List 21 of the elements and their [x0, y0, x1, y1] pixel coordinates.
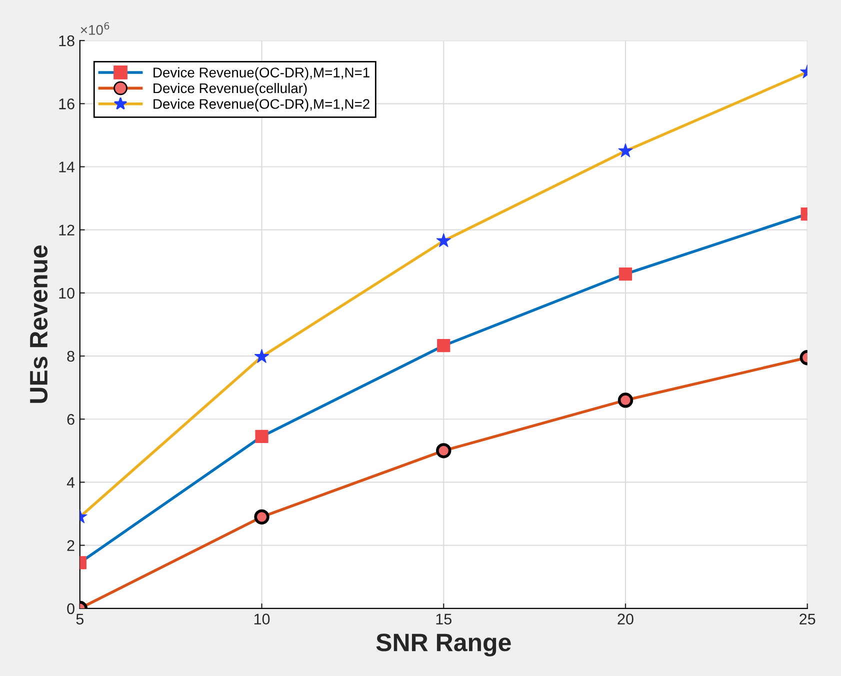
x-tick-label: 20: [618, 614, 634, 624]
y-tick-label: 12: [59, 224, 74, 236]
text: ×10$^{6}$: [80, 22, 110, 35]
x-axis-title: SNR Range: [376, 634, 511, 656]
x-tick-label: 25: [800, 614, 816, 624]
y-tick-label: 14: [59, 162, 75, 172]
x-tick-label: 5: [76, 614, 84, 624]
x-tick-label: 15: [436, 614, 452, 624]
x-tick-label: 10: [254, 614, 270, 624]
y-tick-label: 2: [67, 540, 74, 551]
y-axis-title: UEs Revenue: [30, 245, 48, 403]
y-tick-label: 4: [66, 477, 75, 488]
y-tick-label: 6: [67, 414, 74, 425]
y-tick-label: 10: [59, 288, 74, 299]
legend-label: Device Revenue(cellular): [154, 82, 307, 96]
legend-label: Device Revenue(OC-DR),M=1,N=1: [154, 67, 370, 80]
y-tick-label: 0: [67, 603, 74, 614]
y-tick-label: 8: [67, 350, 74, 362]
y-tick-label: 16: [59, 98, 74, 110]
y-tick-label: 18: [59, 35, 74, 46]
legend-label: Device Revenue(OC-DR),M=1,N=2: [154, 98, 370, 112]
